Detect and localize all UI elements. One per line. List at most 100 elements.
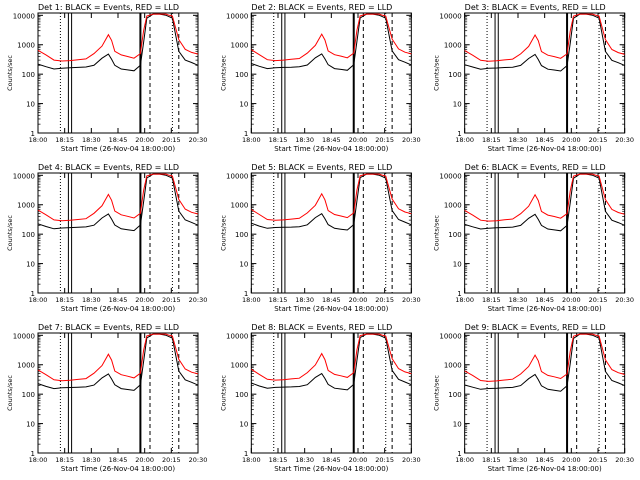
x-tick-label: 20:15 — [162, 296, 181, 304]
plot-frame — [464, 172, 626, 294]
x-tick-label: 20:00 — [135, 136, 154, 144]
x-tick-label: 18:45 — [109, 136, 128, 144]
x-tick-label: 18:00 — [455, 296, 474, 304]
plot-frame — [464, 332, 626, 454]
series-line-lld — [464, 13, 625, 62]
y-axis-label: Counts/sec — [433, 55, 441, 91]
series-line-events — [251, 333, 412, 391]
x-tick-label: 20:00 — [349, 136, 368, 144]
y-tick-label: 1000 — [231, 362, 249, 370]
x-tick-label: 20:00 — [562, 296, 581, 304]
series-line-lld — [251, 333, 412, 381]
x-tick-label: 18:15 — [269, 296, 288, 304]
y-tick-label: 10 — [239, 421, 248, 429]
x-tick-label: 20:15 — [589, 456, 608, 464]
series-line-events — [251, 173, 412, 231]
x-tick-label: 20:15 — [375, 296, 394, 304]
x-tick-label: 18:30 — [509, 456, 528, 464]
y-tick-label: 100 — [235, 231, 248, 239]
x-tick-label: 18:45 — [535, 296, 554, 304]
y-tick-label: 1 — [457, 130, 461, 138]
x-tick-label: 20:15 — [375, 456, 394, 464]
chart-title: Det 5: BLACK = Events, RED = LLD — [251, 163, 392, 172]
y-tick-label: 1 — [31, 450, 35, 458]
series-line-events — [251, 13, 412, 71]
y-tick-label: 1 — [244, 290, 248, 298]
x-tick-label: 20:15 — [375, 136, 394, 144]
series-line-lld — [37, 333, 199, 382]
x-tick-label: 18:45 — [322, 456, 341, 464]
x-tick-label: 18:30 — [82, 296, 101, 304]
y-axis-label: Counts/sec — [219, 55, 227, 91]
y-tick-label: 100 — [235, 71, 248, 79]
plot-frame — [250, 172, 412, 294]
chart-title: Det 2: BLACK = Events, RED = LLD — [251, 3, 392, 12]
plot-frame — [250, 332, 412, 454]
y-tick-label: 1000 — [17, 362, 35, 370]
series-line-lld — [37, 13, 199, 62]
y-tick-label: 10000 — [439, 172, 461, 180]
x-tick-label: 18:45 — [322, 296, 341, 304]
x-tick-label: 20:15 — [589, 136, 608, 144]
x-tick-label: 20:30 — [189, 456, 208, 464]
x-tick-label: 18:15 — [55, 296, 74, 304]
y-tick-label: 1 — [457, 450, 461, 458]
plot-frame — [37, 332, 199, 454]
x-tick-label: 20:30 — [402, 296, 421, 304]
x-tick-label: 20:00 — [562, 136, 581, 144]
series-line-lld — [37, 173, 199, 222]
x-tick-label: 18:00 — [29, 456, 48, 464]
y-tick-label: 10 — [453, 261, 462, 269]
x-tick-label: 20:30 — [402, 136, 421, 144]
x-axis-label: Start Time (26-Nov-04 18:00:00) — [488, 145, 602, 153]
y-tick-label: 1000 — [17, 42, 35, 50]
x-axis-label: Start Time (26-Nov-04 18:00:00) — [274, 465, 388, 473]
chart-panel-det-3: Det 3: BLACK = Events, RED = LLD 1 10 100 10… — [433, 3, 634, 153]
x-tick-label: 18:00 — [242, 296, 261, 304]
y-tick-label: 1000 — [231, 42, 249, 50]
x-axis-label: Start Time (26-Nov-04 18:00:00) — [488, 465, 602, 473]
x-axis-label: Start Time (26-Nov-04 18:00:00) — [61, 305, 175, 313]
chart-panel-det-4: Det 4: BLACK = Events, RED = LLD 1 10 100 10… — [6, 163, 207, 313]
x-tick-label: 18:30 — [295, 456, 314, 464]
x-tick-label: 18:45 — [535, 136, 554, 144]
x-tick-label: 18:00 — [455, 136, 474, 144]
y-tick-label: 10000 — [226, 332, 248, 340]
x-tick-label: 18:00 — [29, 136, 48, 144]
chart-panel-det-7: Det 7: BLACK = Events, RED = LLD 1 10 100 10… — [6, 323, 207, 473]
y-tick-label: 10000 — [13, 12, 35, 20]
y-tick-label: 100 — [22, 71, 35, 79]
chart-panel-det-6: Det 6: BLACK = Events, RED = LLD 1 10 100 10… — [433, 163, 634, 313]
y-tick-label: 10000 — [226, 12, 248, 20]
x-tick-label: 20:30 — [402, 456, 421, 464]
x-tick-label: 18:30 — [295, 136, 314, 144]
series-line-events — [37, 333, 199, 391]
x-tick-label: 20:15 — [162, 136, 181, 144]
x-tick-label: 18:00 — [455, 456, 474, 464]
x-tick-label: 18:00 — [29, 296, 48, 304]
plot-frame — [37, 12, 199, 134]
x-tick-label: 18:15 — [269, 136, 288, 144]
x-tick-label: 18:45 — [109, 456, 128, 464]
x-tick-label: 18:30 — [295, 296, 314, 304]
x-axis-label: Start Time (26-Nov-04 18:00:00) — [488, 305, 602, 313]
y-tick-label: 1000 — [444, 42, 462, 50]
x-tick-label: 20:15 — [162, 456, 181, 464]
x-tick-label: 20:15 — [589, 296, 608, 304]
chart-title: Det 9: BLACK = Events, RED = LLD — [465, 323, 606, 332]
x-tick-label: 18:15 — [55, 456, 74, 464]
series-line-lld — [251, 13, 412, 62]
y-tick-label: 100 — [22, 391, 35, 399]
y-tick-label: 10000 — [13, 332, 35, 340]
y-tick-label: 10000 — [226, 172, 248, 180]
y-tick-label: 10 — [239, 261, 248, 269]
y-tick-label: 1000 — [17, 202, 35, 210]
x-tick-label: 20:00 — [135, 456, 154, 464]
y-tick-label: 1000 — [444, 202, 462, 210]
x-axis-label: Start Time (26-Nov-04 18:00:00) — [274, 145, 388, 153]
y-tick-label: 10000 — [439, 12, 461, 20]
y-tick-label: 10000 — [13, 172, 35, 180]
series-line-lld — [251, 173, 412, 221]
